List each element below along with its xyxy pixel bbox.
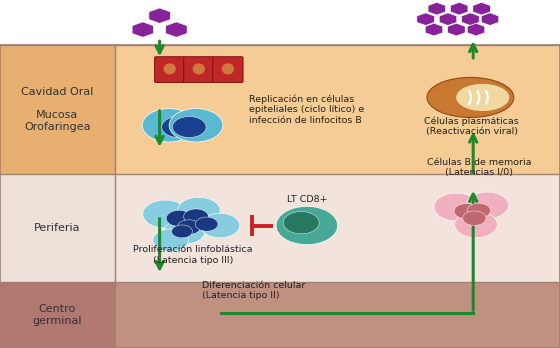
Circle shape xyxy=(283,212,319,234)
Text: Centro
germinal: Centro germinal xyxy=(32,304,82,326)
Circle shape xyxy=(195,217,218,231)
Ellipse shape xyxy=(222,63,234,74)
Polygon shape xyxy=(473,2,491,15)
Circle shape xyxy=(200,213,240,238)
Circle shape xyxy=(172,117,206,137)
Polygon shape xyxy=(439,13,457,25)
Circle shape xyxy=(276,206,338,245)
FancyBboxPatch shape xyxy=(155,57,185,82)
Text: Diferenciación celular
(Latencia tipo II): Diferenciación celular (Latencia tipo II… xyxy=(202,281,305,300)
Text: Periferia: Periferia xyxy=(34,223,81,233)
Circle shape xyxy=(142,109,196,142)
Circle shape xyxy=(467,203,491,218)
Circle shape xyxy=(162,117,195,137)
Circle shape xyxy=(434,193,479,221)
Circle shape xyxy=(466,192,508,219)
Polygon shape xyxy=(417,13,435,25)
FancyBboxPatch shape xyxy=(0,174,115,282)
FancyBboxPatch shape xyxy=(0,45,115,174)
Text: Células B de memoria
(Latencias I/0): Células B de memoria (Latencias I/0) xyxy=(427,158,531,177)
FancyBboxPatch shape xyxy=(0,0,560,45)
Circle shape xyxy=(454,204,479,219)
FancyBboxPatch shape xyxy=(115,45,560,174)
Text: Replicación en células
epiteliales (ciclo lítico) e
infección de linfocitos B: Replicación en células epiteliales (cicl… xyxy=(249,94,365,125)
Text: Proliferación linfoblástica
(Latencia tipo III): Proliferación linfoblástica (Latencia ti… xyxy=(133,245,253,265)
Polygon shape xyxy=(166,22,187,37)
FancyBboxPatch shape xyxy=(115,282,560,348)
Text: Células plasmáticas
(Reactivación viral): Células plasmáticas (Reactivación viral) xyxy=(424,117,519,136)
Polygon shape xyxy=(461,13,479,25)
Circle shape xyxy=(171,225,193,238)
Text: LT CD8+: LT CD8+ xyxy=(287,195,327,204)
Polygon shape xyxy=(481,13,499,25)
Circle shape xyxy=(463,211,486,226)
Polygon shape xyxy=(428,2,446,15)
Polygon shape xyxy=(149,8,170,23)
Ellipse shape xyxy=(193,63,205,74)
Ellipse shape xyxy=(164,63,176,74)
Circle shape xyxy=(178,197,220,224)
Circle shape xyxy=(184,209,208,224)
Circle shape xyxy=(143,200,188,228)
Polygon shape xyxy=(425,23,443,36)
Polygon shape xyxy=(467,23,485,36)
Circle shape xyxy=(169,109,223,142)
Ellipse shape xyxy=(427,78,514,118)
Circle shape xyxy=(178,220,200,234)
Circle shape xyxy=(455,211,497,238)
FancyBboxPatch shape xyxy=(184,57,214,82)
FancyBboxPatch shape xyxy=(213,57,243,82)
FancyBboxPatch shape xyxy=(0,282,115,348)
Polygon shape xyxy=(132,22,153,37)
Ellipse shape xyxy=(456,84,510,111)
Circle shape xyxy=(165,219,205,244)
Circle shape xyxy=(153,229,189,251)
Text: Cavidad Oral

Mucosa
Orofaringea: Cavidad Oral Mucosa Orofaringea xyxy=(21,87,94,132)
Circle shape xyxy=(166,210,192,227)
Polygon shape xyxy=(450,2,468,15)
Polygon shape xyxy=(447,23,465,36)
FancyBboxPatch shape xyxy=(115,174,560,282)
